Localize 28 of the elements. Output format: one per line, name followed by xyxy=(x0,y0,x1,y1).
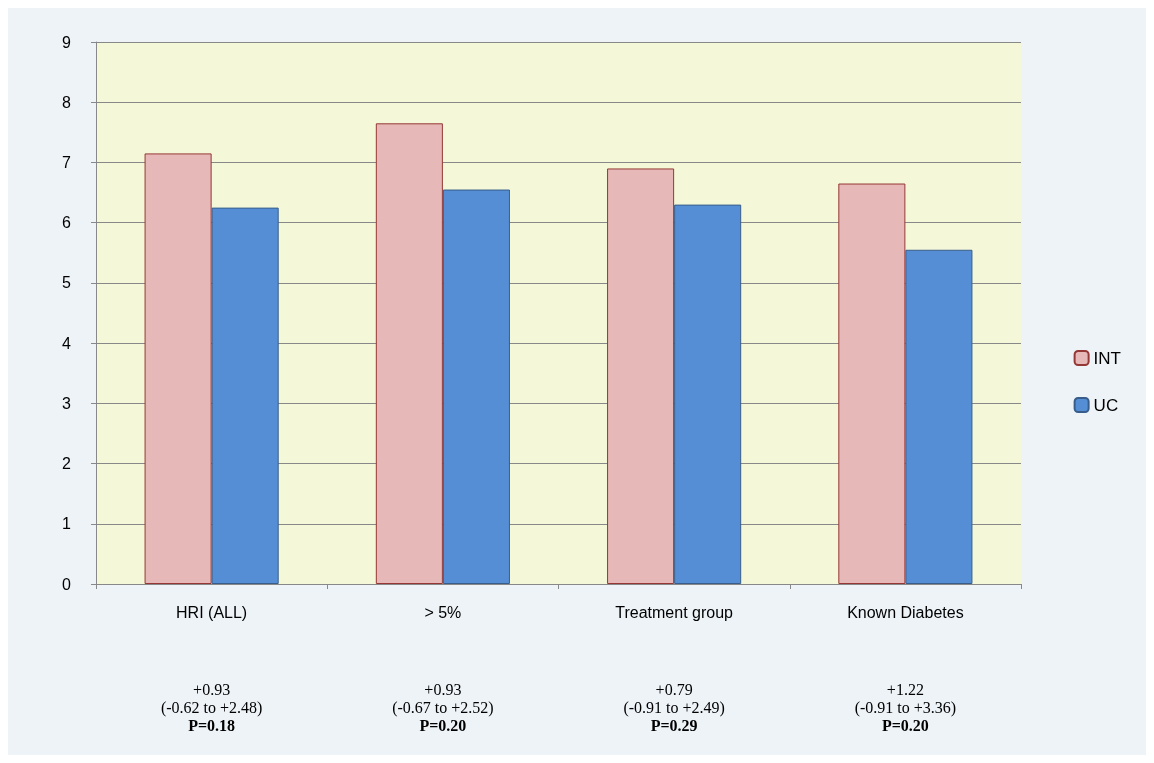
y-tick-label: 3 xyxy=(62,394,72,412)
bar xyxy=(905,249,973,584)
y-tick-label: 8 xyxy=(62,93,72,111)
bar xyxy=(211,207,279,584)
bar xyxy=(144,153,212,584)
text: +1.22 (-0.91 to +3.36) P=0.20 xyxy=(854,680,957,734)
y-tick-label: 2 xyxy=(62,455,72,473)
bar xyxy=(838,183,906,584)
legend-label: INT xyxy=(1093,348,1122,368)
x-tick-label: HRI (ALL) xyxy=(176,603,248,621)
y-tick-label: 1 xyxy=(62,515,72,533)
y-tick-label: 7 xyxy=(62,153,72,171)
bar xyxy=(442,189,510,584)
bar xyxy=(674,204,742,584)
bar xyxy=(375,123,443,584)
x-tick-label: > 5% xyxy=(424,603,462,621)
x-tick-label: Treatment group xyxy=(615,603,734,621)
legend-label: UC xyxy=(1093,395,1119,415)
text: +0.93 (-0.67 to +2.52) P=0.20 xyxy=(392,680,494,734)
text: +0.93 (-0.62 to +2.48) P=0.18 xyxy=(160,680,263,734)
x-tick-label: Known Diabetes xyxy=(847,603,964,621)
y-tick-label: 6 xyxy=(62,214,72,232)
y-tick-label: 0 xyxy=(62,575,72,593)
y-tick-label: 5 xyxy=(62,274,72,292)
y-tick-label: 4 xyxy=(62,334,72,352)
text: +0.79 (-0.91 to +2.49) P=0.29 xyxy=(623,680,725,734)
bar xyxy=(607,168,675,584)
y-tick-label: 9 xyxy=(62,33,72,51)
